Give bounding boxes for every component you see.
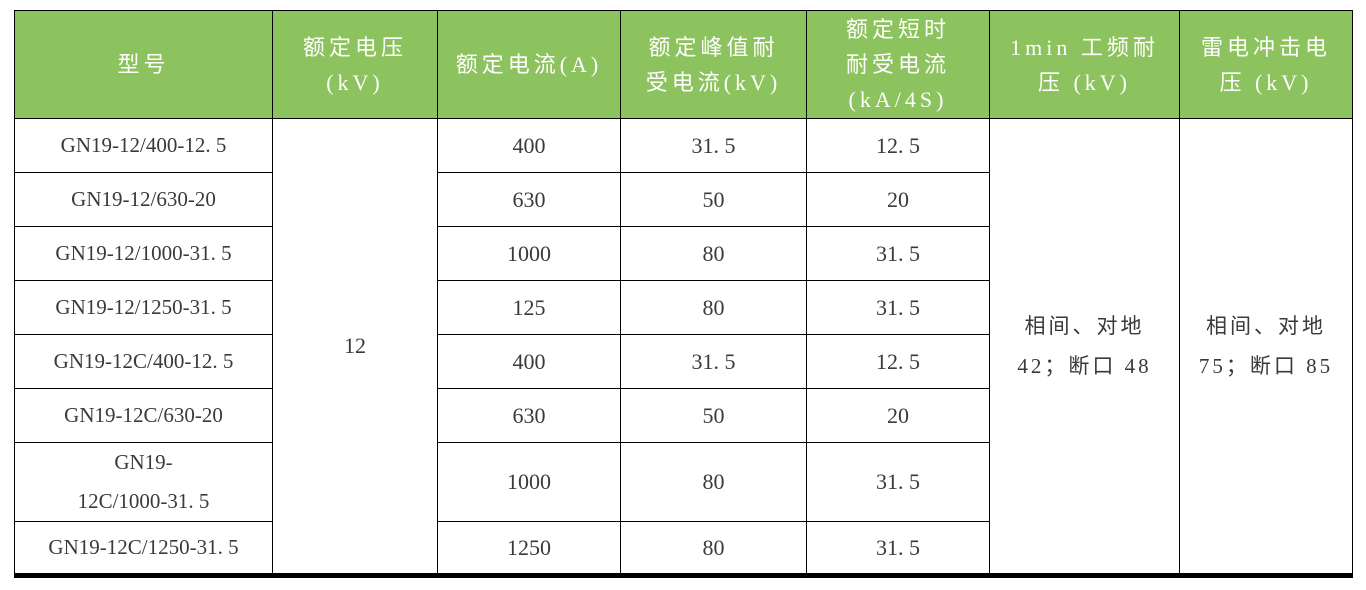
col-header-rated-voltage: 额定电压 (kV) xyxy=(272,10,438,119)
cell-peak-current: 80 xyxy=(620,226,807,281)
cell-peak-current: 31. 5 xyxy=(620,334,807,389)
cell-peak-current: 80 xyxy=(620,280,807,335)
spec-table: 型号 额定电压 (kV) 额定电流(A) 额定峰值耐 受电流(kV) 额定短时 … xyxy=(14,10,1353,578)
table-row: GN19- 12C/1000-31. 5 1000 80 31. 5 xyxy=(14,442,1353,522)
table-row: GN19-12C/630-20 630 50 20 xyxy=(14,388,1353,443)
cell-rated-current: 1000 xyxy=(437,442,621,522)
cell-rated-current: 400 xyxy=(437,334,621,389)
table-row: GN19-12/630-20 630 50 20 xyxy=(14,172,1353,227)
cell-rated-current: 1000 xyxy=(437,226,621,281)
cell-lightning-voltage: 相间、对地 75；断口 85 xyxy=(1179,118,1353,576)
col-header-short-current: 额定短时 耐受电流 (kA/4S) xyxy=(806,10,990,119)
cell-short-current: 20 xyxy=(806,172,990,227)
table-row: GN19-12/1000-31. 5 1000 80 31. 5 xyxy=(14,226,1353,281)
cell-power-freq-voltage: 相间、对地 42；断口 48 xyxy=(989,118,1180,576)
cell-model: GN19-12C/630-20 xyxy=(14,388,273,443)
cell-model: GN19-12C/400-12. 5 xyxy=(14,334,273,389)
col-header-model: 型号 xyxy=(14,10,273,119)
cell-rated-current: 400 xyxy=(437,118,621,173)
cell-peak-current: 50 xyxy=(620,172,807,227)
cell-model: GN19-12/1250-31. 5 xyxy=(14,280,273,335)
cell-model: GN19- 12C/1000-31. 5 xyxy=(14,442,273,522)
cell-short-current: 12. 5 xyxy=(806,334,990,389)
cell-peak-current: 80 xyxy=(620,521,807,576)
table-row: GN19-12C/400-12. 5 400 31. 5 12. 5 xyxy=(14,334,1353,389)
cell-model: GN19-12/630-20 xyxy=(14,172,273,227)
cell-short-current: 20 xyxy=(806,388,990,443)
cell-model: GN19-12C/1250-31. 5 xyxy=(14,521,273,576)
cell-short-current: 31. 5 xyxy=(806,280,990,335)
cell-short-current: 12. 5 xyxy=(806,118,990,173)
cell-short-current: 31. 5 xyxy=(806,442,990,522)
col-header-peak-current: 额定峰值耐 受电流(kV) xyxy=(620,10,807,119)
cell-rated-current: 1250 xyxy=(437,521,621,576)
cell-rated-current: 630 xyxy=(437,388,621,443)
table-row: GN19-12/400-12. 5 12 400 31. 5 12. 5 相间、… xyxy=(14,118,1353,576)
cell-peak-current: 50 xyxy=(620,388,807,443)
cell-rated-voltage: 12 xyxy=(272,118,438,576)
cell-model: GN19-12/1000-31. 5 xyxy=(14,226,273,281)
cell-rated-current: 125 xyxy=(437,280,621,335)
header-row: 型号 额定电压 (kV) 额定电流(A) 额定峰值耐 受电流(kV) 额定短时 … xyxy=(14,10,1353,119)
cell-model: GN19-12/400-12. 5 xyxy=(14,118,273,173)
cell-peak-current: 31. 5 xyxy=(620,118,807,173)
cell-short-current: 31. 5 xyxy=(806,226,990,281)
col-header-lightning: 雷电冲击电 压 (kV) xyxy=(1179,10,1353,119)
table-row: GN19-12C/1250-31. 5 1250 80 31. 5 xyxy=(14,521,1353,576)
cell-short-current: 31. 5 xyxy=(806,521,990,576)
cell-peak-current: 80 xyxy=(620,442,807,522)
col-header-power-freq: 1min 工频耐 压 (kV) xyxy=(989,10,1180,119)
col-header-rated-current: 额定电流(A) xyxy=(437,10,621,119)
cell-rated-current: 630 xyxy=(437,172,621,227)
